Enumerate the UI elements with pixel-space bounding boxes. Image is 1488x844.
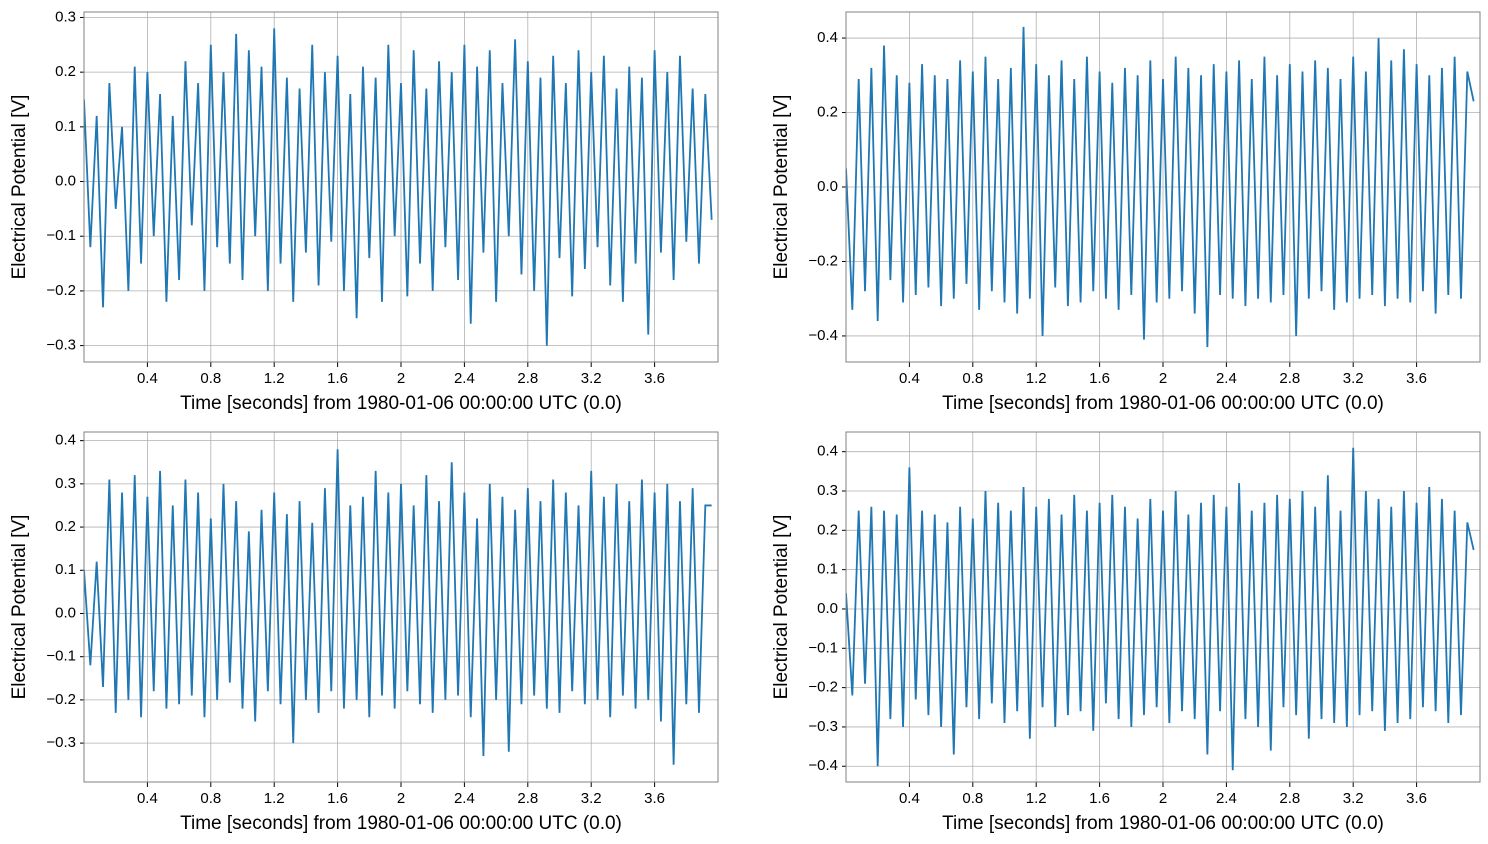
x-axis-label: Time [seconds] from 1980-01-06 00:00:00 … — [180, 393, 622, 414]
y-tick-label: 0.1 — [55, 118, 76, 135]
x-tick-label: 3.2 — [1343, 370, 1364, 387]
y-tick-label: 0.4 — [817, 29, 838, 46]
subplot: −0.3 −0.2 −0.1 0.0 0.1 0.2 0.3 0.4 0.4 0.8 1.2 1.6 2… — [9, 431, 719, 834]
y-tick-label: −0.4 — [808, 757, 838, 774]
plot-frame — [845, 431, 1481, 783]
y-tick-label: 0.0 — [817, 178, 838, 195]
y-axis-label: Electrical Potential [V] — [9, 515, 30, 700]
x-tick-label: 0.8 — [200, 370, 221, 387]
x-tick-label: 1.6 — [1089, 370, 1110, 387]
x-tick-label: 0.8 — [962, 790, 983, 807]
plot-frame — [83, 431, 719, 783]
y-tick-label: 0.0 — [55, 604, 76, 621]
x-tick-label: 0.8 — [962, 370, 983, 387]
x-tick-label: 2.8 — [1279, 790, 1300, 807]
x-tick-label: 1.2 — [1026, 790, 1047, 807]
x-tick-label: 3.2 — [1343, 790, 1364, 807]
x-tick-label: 3.6 — [644, 370, 665, 387]
x-axis-label: Time [seconds] from 1980-01-06 00:00:00 … — [942, 393, 1384, 414]
y-tick-label: 0.4 — [55, 432, 76, 449]
x-tick-label: 1.6 — [1089, 790, 1110, 807]
x-tick-label: 2.4 — [1216, 790, 1237, 807]
y-tick-label: 0.4 — [817, 443, 838, 460]
x-tick-label: 2.8 — [517, 370, 538, 387]
subplot: −0.4 −0.2 0.0 0.2 0.4 0.4 0.8 1.2 1.6 2 2.4 2.8 3.2 3… — [771, 11, 1481, 414]
x-tick-label: 2 — [397, 790, 405, 807]
subplot: −0.3 −0.2 −0.1 0.0 0.1 0.2 0.3 0.4 0.8 1.2 1.6 2 2.4… — [9, 8, 719, 414]
x-tick-label: 3.6 — [1406, 790, 1427, 807]
data-line — [846, 447, 1475, 771]
y-tick-label: −0.1 — [808, 639, 838, 656]
y-tick-label: −0.2 — [46, 282, 76, 299]
x-tick-label: 3.6 — [1406, 370, 1427, 387]
subplot: −0.4 −0.3 −0.2 −0.1 0.0 0.1 0.2 0.3 0.4 0.4 0.8 1.2… — [771, 431, 1481, 834]
x-tick-label: 3.6 — [644, 790, 665, 807]
x-tick-label: 1.2 — [264, 790, 285, 807]
data-line — [846, 26, 1475, 348]
x-axis-label: Time [seconds] from 1980-01-06 00:00:00 … — [942, 813, 1384, 834]
x-tick-label: 2 — [1159, 790, 1167, 807]
y-tick-label: 0.3 — [55, 8, 76, 25]
x-tick-label: 0.4 — [137, 790, 158, 807]
x-tick-label: 2.4 — [454, 370, 475, 387]
data-line — [84, 449, 712, 765]
y-tick-label: 0.2 — [817, 521, 838, 538]
y-tick-label: −0.2 — [46, 691, 76, 708]
y-tick-label: 0.2 — [55, 63, 76, 80]
y-tick-label: −0.2 — [808, 679, 838, 696]
y-tick-label: −0.3 — [46, 337, 76, 354]
x-tick-label: 2 — [397, 370, 405, 387]
x-tick-label: 1.2 — [1026, 370, 1047, 387]
data-line — [84, 28, 713, 346]
y-tick-label: 0.2 — [817, 104, 838, 121]
y-tick-label: 0.0 — [817, 600, 838, 617]
y-tick-label: −0.1 — [46, 227, 76, 244]
y-tick-label: 0.1 — [55, 561, 76, 578]
y-tick-label: −0.3 — [808, 718, 838, 735]
y-tick-label: −0.4 — [808, 327, 838, 344]
y-tick-label: −0.1 — [46, 648, 76, 665]
x-tick-label: 0.8 — [200, 790, 221, 807]
x-tick-label: 1.2 — [264, 370, 285, 387]
x-tick-label: 2.4 — [1216, 370, 1237, 387]
x-tick-label: 2.8 — [1279, 370, 1300, 387]
x-axis-label: Time [seconds] from 1980-01-06 00:00:00 … — [180, 813, 622, 834]
y-tick-label: 0.1 — [817, 561, 838, 578]
y-axis-label: Electrical Potential [V] — [771, 515, 792, 700]
x-tick-label: 2.4 — [454, 790, 475, 807]
x-tick-label: 0.4 — [137, 370, 158, 387]
x-tick-label: 3.2 — [581, 790, 602, 807]
x-tick-label: 1.6 — [327, 790, 348, 807]
x-tick-label: 1.6 — [327, 370, 348, 387]
x-tick-label: 2 — [1159, 370, 1167, 387]
y-tick-label: 0.3 — [817, 482, 838, 499]
x-tick-label: 0.4 — [899, 790, 920, 807]
y-axis-label: Electrical Potential [V] — [771, 95, 792, 280]
y-tick-label: 0.0 — [55, 173, 76, 190]
y-axis-label: Electrical Potential [V] — [9, 95, 30, 280]
plot-frame — [83, 11, 719, 363]
y-tick-label: 0.3 — [55, 475, 76, 492]
y-tick-label: −0.2 — [808, 252, 838, 269]
y-tick-label: −0.3 — [46, 734, 76, 751]
y-tick-label: 0.2 — [55, 518, 76, 535]
x-tick-label: 0.4 — [899, 370, 920, 387]
x-tick-label: 2.8 — [517, 790, 538, 807]
plot-frame — [845, 11, 1481, 363]
x-tick-label: 3.2 — [581, 370, 602, 387]
